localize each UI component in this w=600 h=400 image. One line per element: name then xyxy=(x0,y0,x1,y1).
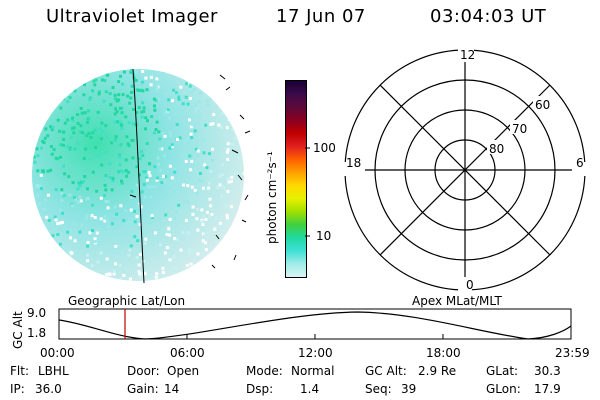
altitude-ytick-low: 1.8 xyxy=(27,326,47,340)
door-label: Door: xyxy=(127,364,160,378)
colorbar-tick-100: 100 xyxy=(313,141,336,155)
mlt-label-0: 0 xyxy=(466,278,474,292)
seq-value: 39 xyxy=(401,382,417,396)
mlt-label-6: 6 xyxy=(576,156,584,170)
mlat-label-70: 70 xyxy=(512,122,528,136)
image-panel-label: Geographic Lat/Lon xyxy=(68,294,186,308)
mlt-label-18: 18 xyxy=(346,156,362,170)
colorbar-tick-10: 10 xyxy=(316,229,332,243)
colorbar-ticks xyxy=(305,147,310,237)
ip-value: 36.0 xyxy=(35,382,62,396)
flt-value: LBHL xyxy=(38,364,69,378)
glat-label: GLat: xyxy=(486,364,519,378)
ip-label: IP: xyxy=(10,382,25,396)
app-title: Ultraviolet Imager xyxy=(46,6,218,27)
mode-label: Mode: xyxy=(246,364,283,378)
time-label: 03:04:03 UT xyxy=(430,6,547,27)
polar-grid xyxy=(343,49,586,291)
mode-value: Normal xyxy=(291,364,335,378)
dsp-value: 1.4 xyxy=(300,382,320,396)
mlat-label-80: 80 xyxy=(489,142,505,156)
polar-panel-label: Apex MLat/MLT xyxy=(412,294,502,308)
uv-image-disk xyxy=(32,68,251,284)
mlat-label-60: 60 xyxy=(535,98,551,112)
gain-value: 14 xyxy=(164,382,180,396)
time-tick-2359: 23:59 xyxy=(555,346,590,360)
coastline-marks xyxy=(129,74,251,269)
colorbar-units: photon cm⁻²s⁻¹ xyxy=(265,151,279,244)
seq-label: Seq: xyxy=(365,382,392,396)
time-tick-1200: 12:00 xyxy=(298,346,333,360)
gcalt-label: GC Alt: xyxy=(365,364,407,378)
gcalt-value: 2.9 Re xyxy=(418,364,457,378)
gain-label: Gain: xyxy=(127,382,159,396)
glon-value: 17.9 xyxy=(534,382,561,396)
colorbar xyxy=(285,80,307,278)
glon-label: GLon: xyxy=(486,382,521,396)
date-label: 17 Jun 07 xyxy=(276,6,366,27)
dsp-label: Dsp: xyxy=(246,382,274,396)
altitude-curve xyxy=(58,311,572,340)
time-tick-0600: 06:00 xyxy=(170,346,205,360)
altitude-plot xyxy=(58,308,572,340)
glat-value: 30.3 xyxy=(534,364,561,378)
time-tick-0000: 00:00 xyxy=(40,346,75,360)
mlt-label-12: 12 xyxy=(460,48,476,62)
geographic-meridian-line xyxy=(132,68,145,284)
altitude-ytick-high: 9.0 xyxy=(27,306,47,320)
flt-label: Flt: xyxy=(10,364,29,378)
door-value: Open xyxy=(167,364,200,378)
time-tick-1800: 18:00 xyxy=(426,346,461,360)
altitude-ylabel: GC Alt xyxy=(11,311,25,349)
